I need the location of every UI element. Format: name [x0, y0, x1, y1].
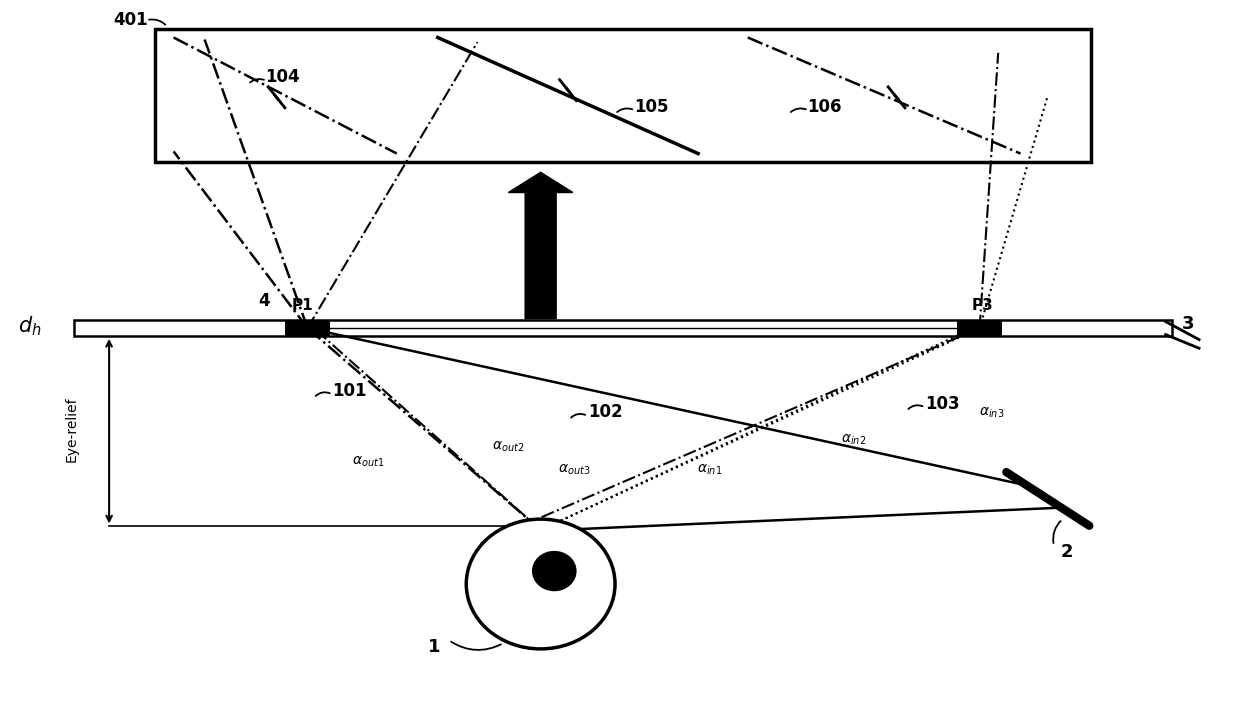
Text: $\alpha_{in3}$: $\alpha_{in3}$ [980, 405, 1004, 420]
Text: 4: 4 [258, 293, 270, 310]
FancyArrow shape [508, 172, 573, 319]
Text: 104: 104 [265, 68, 300, 86]
Text: $\alpha_{out3}$: $\alpha_{out3}$ [558, 463, 590, 477]
Ellipse shape [466, 519, 615, 649]
Text: 105: 105 [634, 98, 668, 115]
Text: $\alpha_{out1}$: $\alpha_{out1}$ [352, 454, 384, 469]
Text: 102: 102 [588, 404, 622, 421]
Text: 101: 101 [332, 382, 367, 399]
Bar [74, 320, 1172, 336]
Text: P3: P3 [971, 298, 993, 313]
Text: 1: 1 [428, 638, 440, 655]
Text: $d_h$: $d_h$ [19, 314, 41, 337]
Bar [155, 29, 1091, 162]
Text: $\alpha_{in1}$: $\alpha_{in1}$ [697, 463, 722, 477]
Text: 3: 3 [1182, 315, 1194, 332]
Text: P1: P1 [291, 298, 312, 313]
Bar [285, 320, 330, 336]
Text: Eye-relief: Eye-relief [64, 396, 79, 462]
Text: 401: 401 [113, 12, 148, 29]
Text: 106: 106 [807, 98, 842, 115]
Text: 2: 2 [1060, 543, 1073, 560]
Text: $\alpha_{out2}$: $\alpha_{out2}$ [492, 440, 525, 454]
Bar [957, 320, 1002, 336]
Ellipse shape [532, 551, 577, 591]
Text: 103: 103 [925, 395, 960, 412]
Text: $\alpha_{in2}$: $\alpha_{in2}$ [841, 433, 866, 447]
